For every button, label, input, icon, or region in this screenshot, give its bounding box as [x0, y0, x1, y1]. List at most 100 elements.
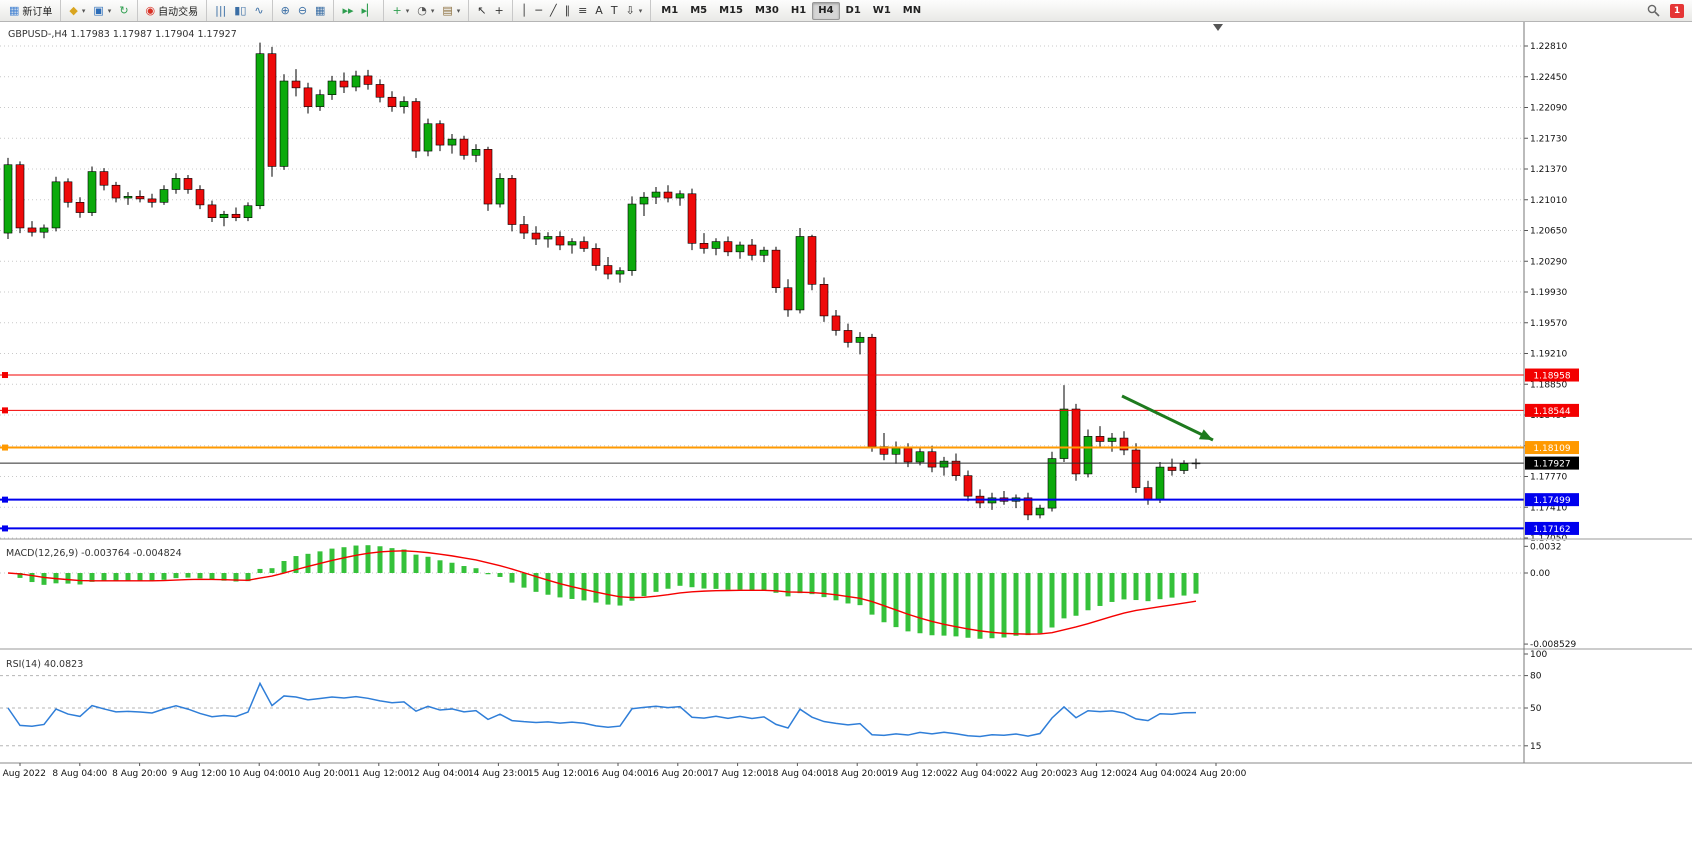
bear-candle — [147, 198, 157, 203]
zoom-out-button[interactable]: ⊖ — [294, 2, 311, 20]
cursor-button[interactable]: ↖ — [473, 2, 490, 20]
timeframe-mn[interactable]: MN — [897, 2, 927, 20]
bear-candle — [591, 248, 601, 266]
templates-icon: ▤ — [442, 4, 453, 17]
time-label: 16 Aug 04:00 — [588, 769, 649, 779]
timeframe-w1[interactable]: W1 — [867, 2, 897, 20]
bear-candle — [951, 460, 961, 476]
price-label: 1.21730 — [1530, 134, 1567, 144]
bear-candle — [291, 80, 301, 89]
bull-candle — [759, 249, 769, 256]
bear-candle — [1131, 449, 1141, 488]
indicators-icon: + — [392, 4, 402, 17]
templates-button[interactable]: ▤ ▾ — [438, 2, 464, 20]
bear-candle — [363, 75, 373, 85]
toolbar-group: ↖ + — [468, 0, 509, 21]
bar-chart-button[interactable]: ||| — [211, 2, 230, 20]
line-chart-button[interactable]: ∿ — [250, 2, 267, 20]
horizontal-line-button[interactable]: ─ — [531, 2, 546, 20]
profiles-button[interactable]: ▣ ▾ — [89, 2, 115, 20]
zoom-in-button[interactable]: ⊕ — [277, 2, 294, 20]
bull-candle — [1107, 437, 1117, 442]
new-chart-button[interactable]: ◆ ▾ — [65, 2, 89, 20]
refresh-button[interactable]: ↻ — [115, 2, 132, 20]
time-label: 15 Aug 12:00 — [528, 769, 589, 779]
resistance-line-1-handle[interactable] — [2, 372, 8, 379]
bull-candle — [327, 80, 337, 95]
text-button[interactable]: A — [591, 2, 607, 20]
timeframe-m30[interactable]: M30 — [749, 2, 785, 20]
indicators-button[interactable]: + ▾ — [388, 2, 413, 20]
timeframe-d1[interactable]: D1 — [840, 2, 867, 20]
chart-shift-marker[interactable] — [1213, 24, 1223, 31]
toolbar-group: ▦ 新订单 — [3, 0, 58, 21]
autoscroll-button[interactable]: ▸▸ — [338, 2, 357, 20]
bull-candle — [471, 149, 481, 156]
fibonacci-button[interactable]: ≡ — [574, 2, 591, 20]
chart-shift-button[interactable]: ▸▏ — [357, 2, 379, 20]
vertical-line-icon: │ — [520, 4, 528, 17]
bid-price-line-badge — [1525, 456, 1579, 470]
chart-title: GBPUSD-,H4 1.17983 1.17987 1.17904 1.179… — [8, 29, 237, 40]
search-button[interactable] — [1643, 2, 1664, 20]
resistance-line-2-handle[interactable] — [2, 407, 8, 414]
bull-candle — [159, 189, 169, 203]
time-label: 10 Aug 20:00 — [289, 769, 350, 779]
down-trend-arrow[interactable] — [1121, 394, 1215, 445]
timeframe-m1[interactable]: M1 — [655, 2, 684, 20]
tile-windows-button[interactable]: ▦ — [311, 2, 329, 20]
channel-button[interactable]: ∥ — [561, 2, 575, 20]
timeframe-w1-label: W1 — [872, 5, 891, 16]
time-label: 8 Aug 04:00 — [52, 769, 107, 779]
label-button[interactable]: T — [607, 2, 622, 20]
bear-candle — [831, 315, 841, 331]
support-line-2-handle[interactable] — [2, 525, 8, 532]
notifications-badge[interactable]: 1 — [1670, 3, 1684, 18]
bull-candle — [495, 178, 505, 205]
crosshair-button[interactable]: + — [490, 2, 507, 20]
timeframe-m5[interactable]: M5 — [684, 2, 713, 20]
time-label: 24 Aug 20:00 — [1186, 769, 1247, 779]
bear-candle — [183, 178, 193, 190]
bull-candle — [51, 181, 61, 229]
price-axis[interactable] — [1524, 22, 1692, 763]
bear-candle — [387, 96, 397, 107]
bear-candle — [663, 191, 673, 199]
time-label: 5 Aug 2022 — [0, 769, 46, 779]
bear-candle — [483, 149, 493, 205]
price-label: 1.22090 — [1530, 104, 1567, 114]
arrows-icon: ⇩ — [625, 4, 635, 17]
main-toolbar: ▦ 新订单 ◆ ▾ ▣ ▾ ↻ ◉ 自动交易 ||| ▮▯ ∿ ⊕ ⊖ ▦ ▸▸ ▸▏ + ▾ ◔ ▾ ▤ ▾ ↖ + │ ─ ╱ ∥ ≡… — [0, 0, 1692, 22]
candle-chart-button[interactable]: ▮▯ — [230, 2, 250, 20]
vertical-line-button[interactable]: │ — [517, 2, 532, 20]
timeframe-h4[interactable]: H4 — [812, 1, 840, 20]
new-order-button[interactable]: ▦ 新订单 — [5, 2, 56, 20]
arrows-button[interactable]: ⇩ ▾ — [622, 2, 647, 20]
bull-candle — [3, 164, 13, 234]
chart-shift-icon: ▸▏ — [361, 4, 376, 17]
pivot-line-handle[interactable] — [2, 444, 8, 451]
rsi-axis-label: 15 — [1530, 742, 1541, 752]
bull-candle — [447, 138, 457, 146]
timeframe-m30-label: M30 — [755, 5, 779, 16]
search-icon — [1647, 4, 1660, 17]
channel-icon: ∥ — [564, 4, 571, 17]
bear-candle — [27, 227, 37, 233]
autotrading-button[interactable]: ◉ 自动交易 — [142, 2, 203, 20]
bull-candle — [87, 171, 97, 213]
svg-text:1.18958: 1.18958 — [1533, 372, 1570, 382]
macd-signal-line — [7, 550, 1197, 635]
bear-candle — [507, 178, 517, 225]
bear-candle — [903, 448, 913, 463]
chart-plot-area[interactable] — [0, 22, 1524, 763]
timeframe-h1[interactable]: H1 — [785, 2, 812, 20]
timeframe-m15[interactable]: M15 — [713, 2, 749, 20]
trendline-button[interactable]: ╱ — [546, 2, 561, 20]
time-label: 22 Aug 20:00 — [1006, 769, 1067, 779]
periods-button[interactable]: ◔ ▾ — [413, 2, 438, 20]
toolbar-group: ◉ 自动交易 — [136, 0, 205, 21]
support-line-1-handle[interactable] — [2, 496, 8, 503]
time-axis[interactable] — [0, 764, 1692, 845]
